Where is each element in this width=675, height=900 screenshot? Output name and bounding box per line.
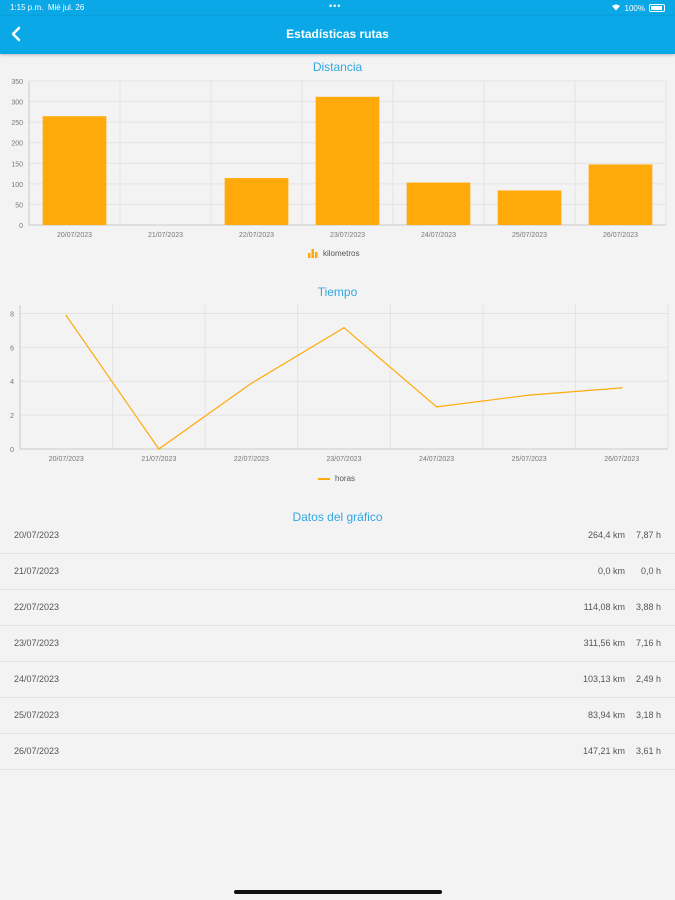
table-row: 22/07/2023 114,08 km 3,88 h: [0, 590, 675, 626]
row-km: 83,94 km: [587, 710, 625, 720]
line-point: [343, 326, 345, 329]
status-time: 1:15 p.m.: [10, 3, 44, 12]
row-date: 22/07/2023: [14, 602, 60, 612]
bar-mark: [224, 178, 289, 225]
line-x-tick-label: 22/07/2023: [234, 456, 269, 463]
line-y-tick-label: 4: [10, 379, 14, 386]
bar-legend: kilometros: [308, 249, 359, 258]
status-time-date: 1:15 p.m. Mié jul. 26: [10, 3, 84, 12]
table-row: 26/07/2023 147,21 km 3,61 h: [0, 734, 675, 770]
bar-legend-label: kilometros: [323, 249, 360, 258]
row-hours: 7,87 h: [635, 530, 661, 540]
line-x-tick-label: 24/07/2023: [419, 456, 454, 463]
row-hours: 7,16 h: [635, 638, 661, 648]
line-x-tick-label: 25/07/2023: [512, 456, 547, 463]
status-bar: 1:15 p.m. Mié jul. 26 ••• 100%: [0, 0, 675, 16]
line-point: [250, 382, 253, 385]
line-x-tick-label: 21/07/2023: [141, 456, 176, 463]
data-table: 20/07/2023 264,4 km 7,87 h 21/07/2023 0,…: [0, 518, 675, 770]
bar-x-tick-label: 20/07/2023: [57, 232, 92, 239]
row-km: 311,56 km: [583, 638, 625, 648]
bar-mark: [315, 96, 380, 226]
row-km: 147,21 km: [582, 746, 625, 756]
line-x-tick-label: 26/07/2023: [604, 456, 639, 463]
bar-chart-title: Distancia: [312, 60, 363, 74]
row-hours: 3,61 h: [635, 746, 661, 756]
bar-chart-icon: [308, 249, 318, 258]
table-title: Datos del gráfico: [292, 510, 383, 524]
line-point: [158, 448, 160, 450]
row-date: 20/07/2023: [14, 530, 60, 540]
line-y-tick-label: 2: [10, 413, 14, 420]
line-point: [435, 406, 438, 408]
line-x-tick-label: 20/07/2023: [49, 456, 84, 463]
line-point: [620, 387, 623, 389]
wifi-icon: [611, 3, 621, 13]
bar-y-tick-label: 350: [11, 79, 23, 86]
bar-x-tick-label: 21/07/2023: [148, 232, 183, 239]
line-y-tick-label: 8: [10, 311, 14, 318]
bar-x-tick-label: 23/07/2023: [330, 232, 365, 239]
line-x-tick-label: 23/07/2023: [326, 456, 361, 463]
line-point: [65, 314, 68, 317]
line-series-horas: [65, 315, 622, 450]
back-button[interactable]: [6, 23, 28, 45]
bar-y-tick-label: 150: [11, 161, 23, 168]
bar-y-tick-label: 200: [11, 141, 23, 148]
row-date: 24/07/2023: [14, 674, 60, 684]
line-y-tick-label: 0: [10, 447, 14, 454]
line-legend-icon: [318, 477, 330, 480]
bar-y-tick-label: 50: [15, 202, 23, 209]
distance-bar-chart: 0 50 100 150 200 250 300 350 20/07/2023 21/07/202…: [11, 79, 667, 239]
page-title: Estadísticas rutas: [286, 27, 389, 41]
line-legend: horas: [318, 474, 355, 483]
table-row: 23/07/2023 311,56 km 7,16 h: [0, 626, 675, 662]
bar-mark: [42, 116, 107, 225]
bar-x-tick-label: 24/07/2023: [421, 232, 456, 239]
bar-y-tick-label: 100: [11, 182, 23, 189]
bar-mark: [588, 164, 653, 225]
line-legend-label: horas: [335, 474, 356, 483]
table-row: 21/07/2023 0,0 km 0,0 h: [0, 554, 675, 590]
row-km: 264,4 km: [587, 530, 625, 540]
row-hours: 3,88 h: [635, 602, 661, 612]
row-km: 0,0 km: [597, 566, 625, 576]
navigation-bar: Estadísticas rutas: [0, 16, 675, 54]
multitask-dots[interactable]: •••: [329, 1, 342, 11]
status-date: Mié jul. 26: [47, 3, 85, 12]
bar-y-tick-label: 250: [11, 120, 23, 127]
row-date: 21/07/2023: [14, 566, 60, 576]
home-indicator[interactable]: [234, 890, 442, 894]
table-row: 20/07/2023 264,4 km 7,87 h: [0, 518, 675, 554]
row-hours: 3,18 h: [635, 710, 661, 720]
chevron-left-icon: [11, 26, 21, 42]
row-date: 25/07/2023: [14, 710, 60, 720]
time-line-chart: 0 2 4 6 8 20/07/2023 21/07/2023 22/07/2023 23/07…: [10, 305, 669, 463]
bar-mark: [497, 190, 562, 225]
row-km: 103,13 km: [582, 674, 625, 684]
row-date: 26/07/2023: [14, 746, 60, 756]
table-row: 24/07/2023 103,13 km 2,49 h: [0, 662, 675, 698]
bar-y-tick-label: 300: [11, 100, 23, 107]
line-point: [528, 394, 530, 396]
line-y-tick-label: 6: [10, 345, 14, 352]
bar-mark: [406, 182, 471, 225]
row-km: 114,08 km: [583, 602, 625, 612]
bar-y-tick-label: 0: [19, 223, 23, 230]
line-chart-title: Tiempo: [317, 285, 358, 299]
battery-percent: 100%: [624, 3, 645, 13]
row-hours: 2,49 h: [635, 674, 661, 684]
bar-x-tick-label: 25/07/2023: [512, 232, 547, 239]
bar-x-tick-label: 26/07/2023: [603, 232, 638, 239]
bar-x-tick-label: 22/07/2023: [239, 232, 274, 239]
row-date: 23/07/2023: [14, 638, 60, 648]
row-hours: 0,0 h: [640, 566, 661, 576]
battery-icon: [649, 4, 665, 12]
status-indicators: 100%: [611, 3, 665, 13]
table-row: 25/07/2023 83,94 km 3,18 h: [0, 698, 675, 734]
